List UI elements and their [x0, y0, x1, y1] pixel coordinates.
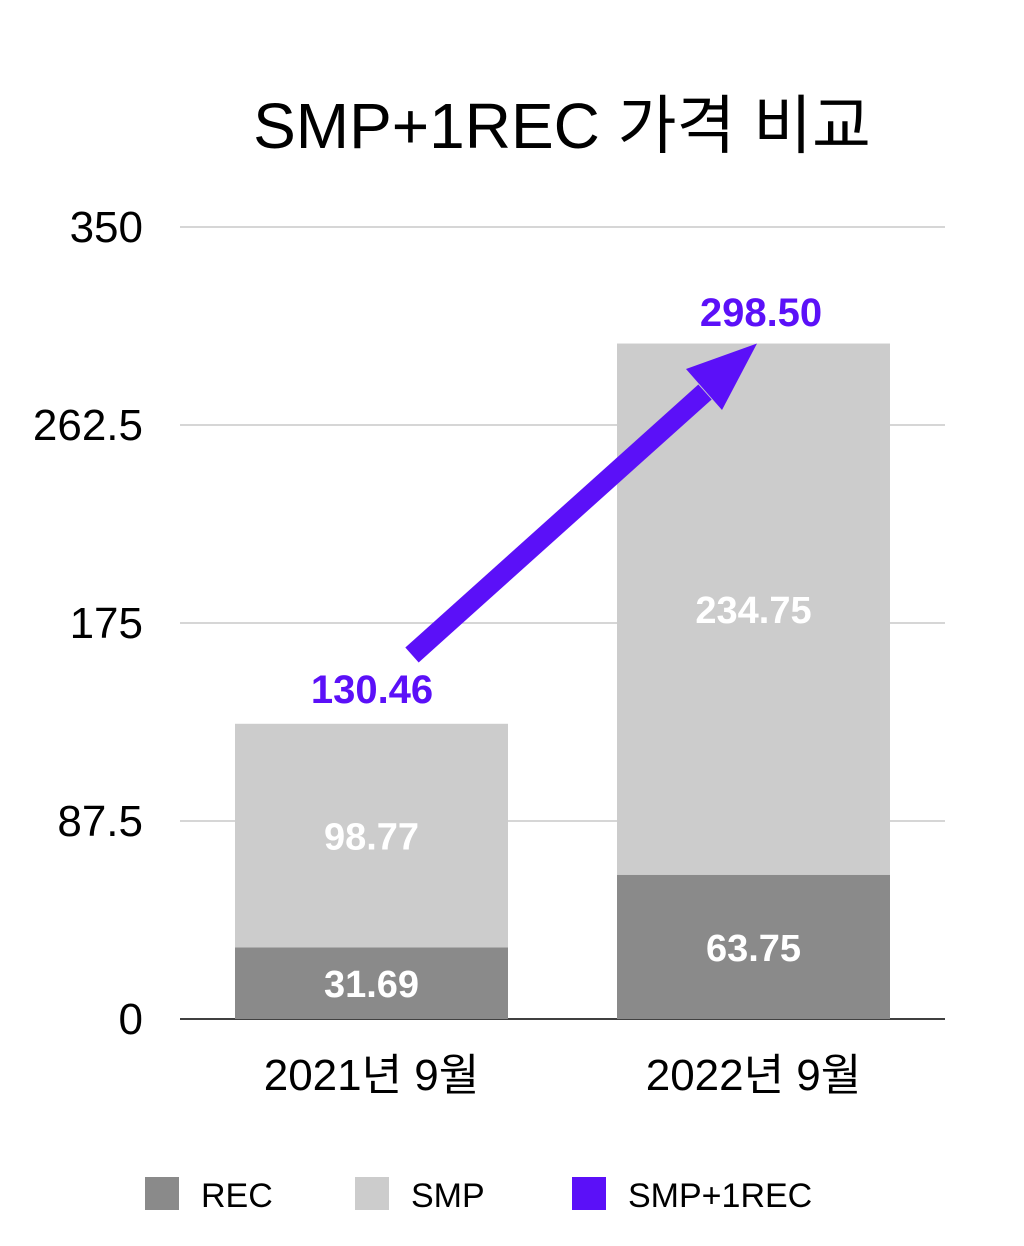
total-label: 130.46	[311, 668, 433, 712]
legend-item: REC	[145, 1177, 273, 1215]
legend-swatch	[145, 1177, 179, 1210]
value-label-rec: 63.75	[706, 928, 801, 970]
value-label-smp: 234.75	[695, 590, 811, 632]
y-tick-label: 350	[70, 203, 143, 252]
legend-swatch	[572, 1177, 606, 1210]
x-tick-label: 2022년 9월	[646, 1051, 862, 1100]
bar-rec	[235, 947, 508, 1019]
bar-rec	[617, 874, 890, 1019]
total-label: 298.50	[700, 291, 822, 335]
y-tick-label: 262.5	[33, 401, 143, 450]
bar-smp	[235, 723, 508, 948]
value-label-smp: 98.77	[324, 817, 419, 859]
legend-label: SMP+1REC	[628, 1177, 812, 1215]
chart-title: SMP+1REC 가격 비교	[253, 90, 871, 162]
legend-label: REC	[201, 1177, 273, 1215]
trend-arrow-head	[686, 343, 757, 410]
legend-label: SMP	[411, 1177, 485, 1215]
legend-item: SMP	[355, 1177, 485, 1215]
y-tick-label: 175	[70, 599, 143, 648]
trend-arrow-shaft	[405, 384, 712, 663]
y-tick-label: 87.5	[57, 797, 143, 846]
legend-swatch	[355, 1177, 389, 1210]
y-tick-label: 0	[119, 995, 143, 1044]
value-label-rec: 31.69	[324, 964, 419, 1006]
legend-item: SMP+1REC	[572, 1177, 812, 1215]
x-tick-label: 2021년 9월	[264, 1051, 480, 1100]
